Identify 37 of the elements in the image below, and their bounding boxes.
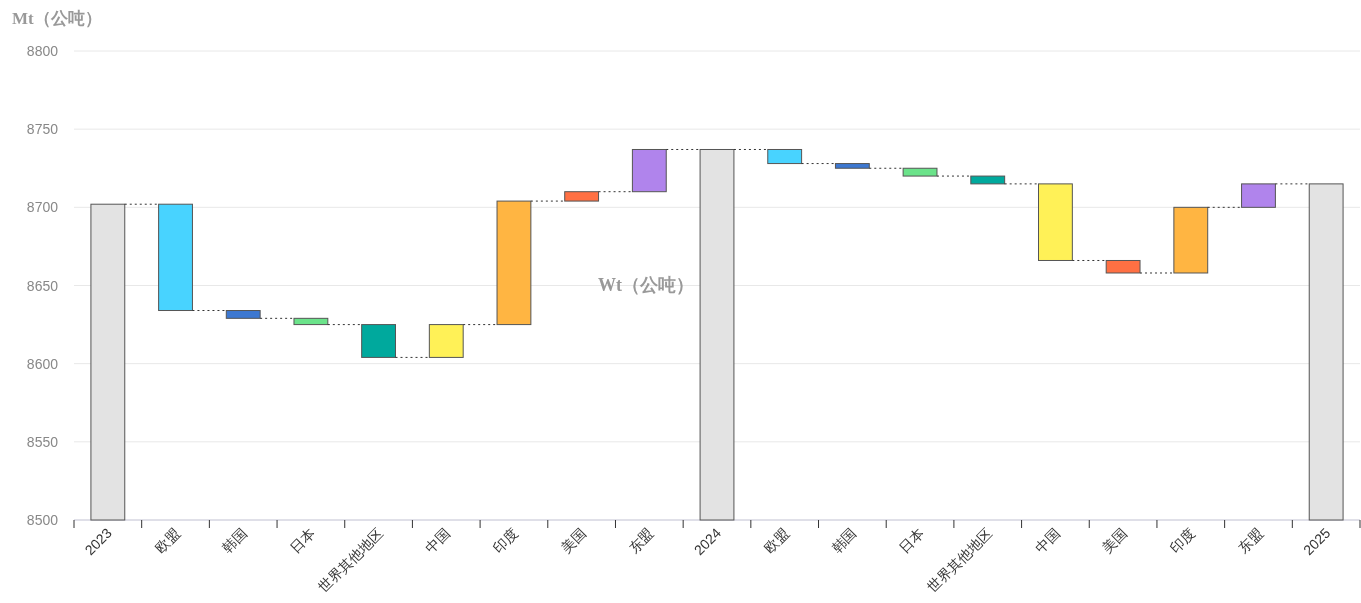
x-tick-label: 东盟 [1234, 524, 1266, 556]
y-axis-title: Mt（公吨） [12, 9, 102, 28]
bar [1038, 183, 1073, 261]
x-tick-label: 韩国 [828, 524, 860, 556]
x-tick-label: 韩国 [219, 524, 251, 556]
bar [225, 310, 261, 319]
y-tick-label: 8800 [26, 43, 59, 59]
y-tick-label: 8750 [26, 121, 59, 138]
bar [767, 148, 803, 165]
bar [428, 324, 464, 358]
bar [496, 200, 532, 326]
x-tick-label: 中国 [422, 524, 454, 556]
bar [970, 175, 1006, 185]
y-tick-label: 8700 [26, 199, 59, 216]
bar [834, 163, 870, 169]
bar [1241, 183, 1276, 208]
bar [902, 167, 938, 177]
x-tick-label: 中国 [1031, 524, 1063, 556]
x-tick-label: 美国 [557, 524, 589, 556]
bar [1105, 259, 1141, 274]
bar [158, 203, 193, 312]
bar [361, 324, 396, 358]
x-tick-label: 美国 [1099, 524, 1131, 556]
x-tick-label: 欧盟 [760, 524, 792, 556]
bar [1173, 206, 1209, 274]
x-tick-label: 印度 [1166, 524, 1198, 556]
bar [631, 148, 667, 193]
y-tick-label: 8650 [26, 277, 59, 294]
bar [293, 317, 329, 326]
y-tick-label: 8600 [26, 355, 59, 372]
x-tick-label: 欧盟 [151, 524, 183, 556]
bar [564, 191, 600, 202]
annotation: Wt（公吨） [598, 274, 695, 295]
y-tick-label: 8550 [26, 433, 59, 450]
x-tick-label: 印度 [489, 524, 522, 556]
x-tick-label: 东盟 [625, 524, 657, 556]
y-tick-label: 8500 [26, 512, 59, 528]
